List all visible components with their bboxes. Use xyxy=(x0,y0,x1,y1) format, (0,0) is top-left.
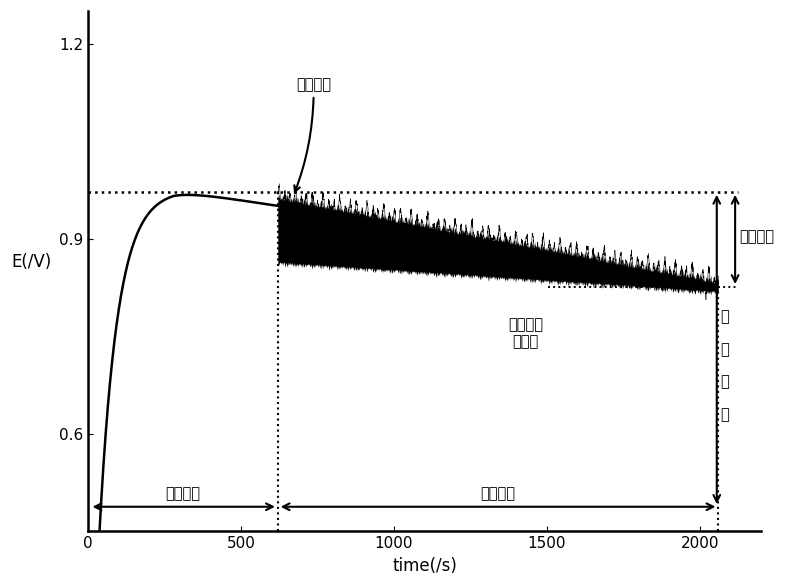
X-axis label: time(/s): time(/s) xyxy=(392,557,457,575)
Text: 振荡周期: 振荡周期 xyxy=(294,77,331,192)
Text: 位: 位 xyxy=(720,407,729,422)
Text: 停振电位
和时间: 停振电位 和时间 xyxy=(508,317,543,349)
Text: 最大振幅: 最大振幅 xyxy=(739,229,774,244)
Text: 高: 高 xyxy=(720,342,729,357)
Y-axis label: E(/V): E(/V) xyxy=(11,253,51,271)
Text: 最: 最 xyxy=(720,309,729,324)
Text: 诱导时间: 诱导时间 xyxy=(165,486,201,502)
Text: 电: 电 xyxy=(720,374,729,389)
Text: 振荡寿命: 振荡寿命 xyxy=(481,486,515,502)
